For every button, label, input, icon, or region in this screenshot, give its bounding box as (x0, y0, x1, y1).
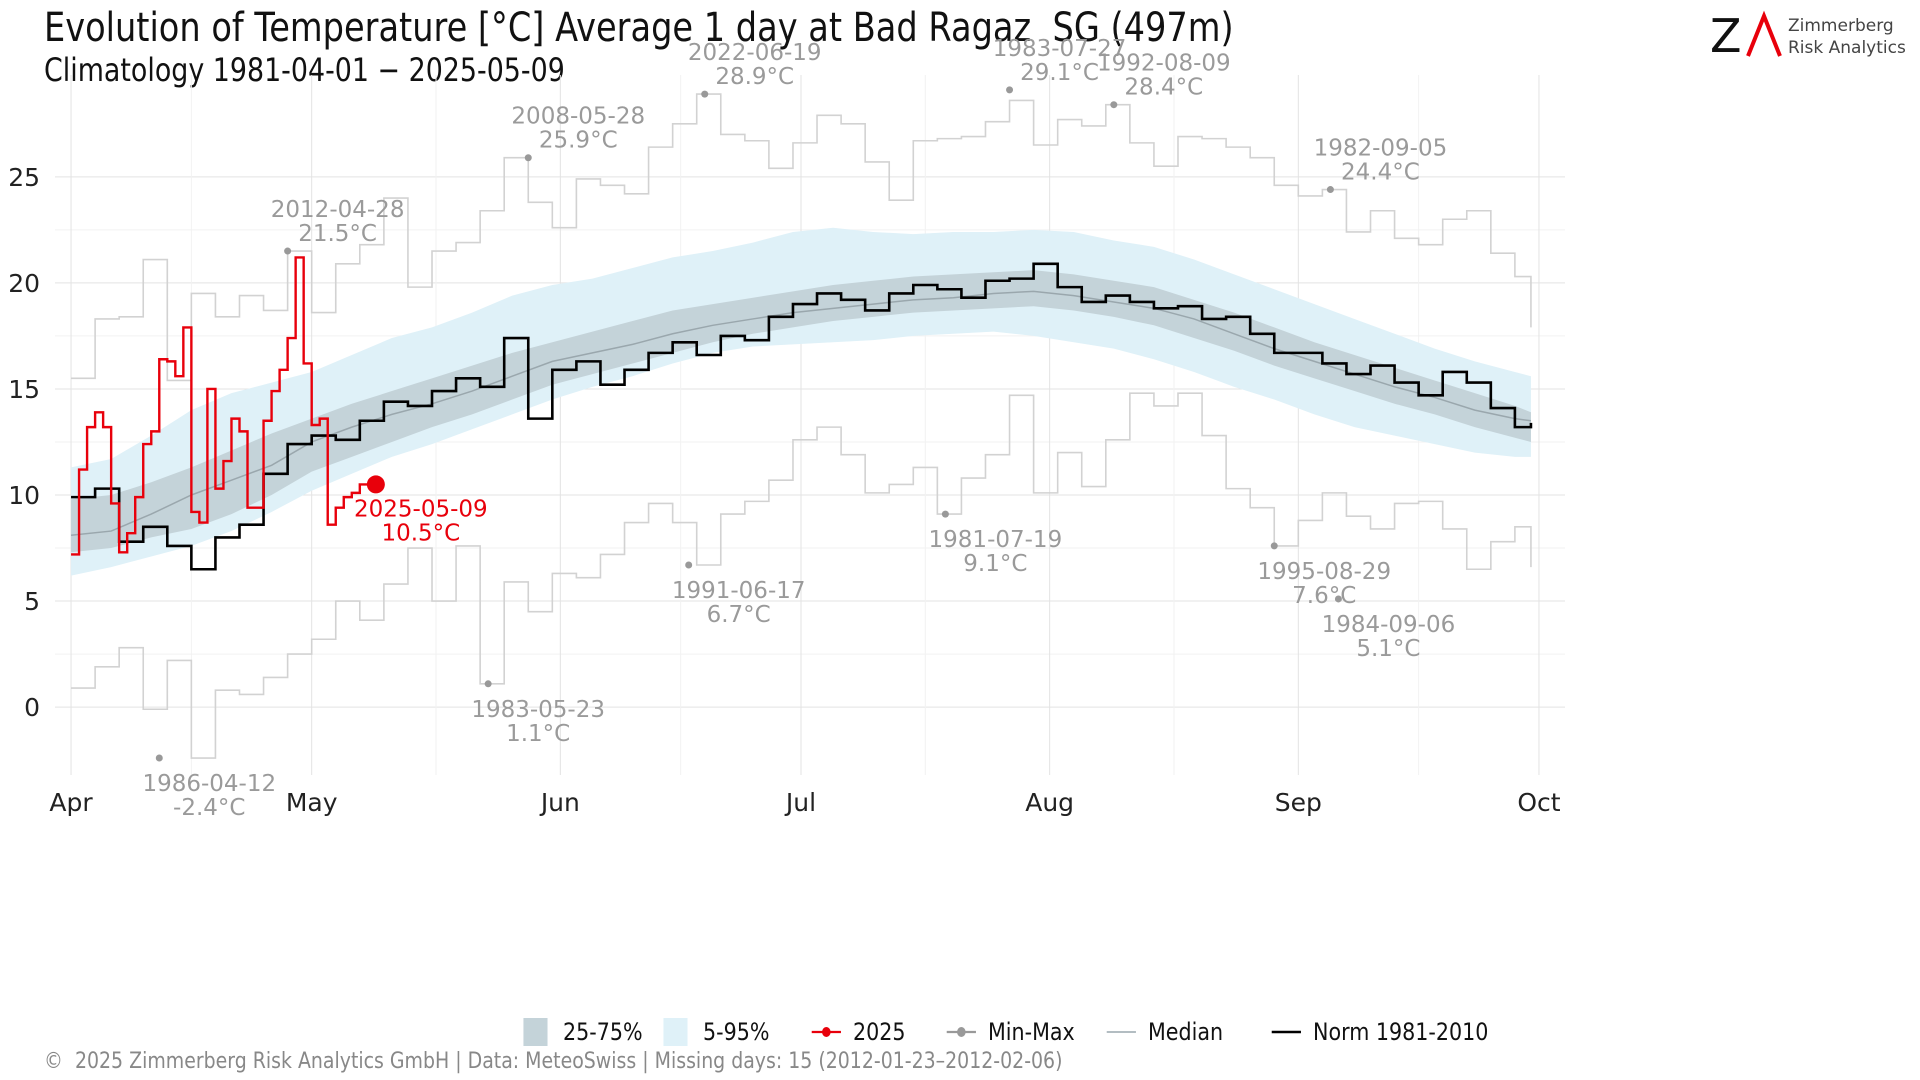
legend-label: 25-75% (563, 1018, 643, 1046)
y-tick-label: 0 (24, 693, 40, 722)
annotation-value: 9.1°C (963, 551, 1027, 577)
y-tick-label: 15 (8, 375, 40, 404)
annotation-value: 28.4°C (1124, 75, 1203, 101)
legend-label: 5-95% (703, 1018, 770, 1046)
annotation-date: 1991-06-17 (672, 578, 806, 604)
annotation-value: 10.5°C (381, 520, 460, 546)
legend-label: Min-Max (988, 1018, 1075, 1046)
legend-label: Median (1148, 1018, 1224, 1046)
series-max-line (71, 93, 1532, 382)
extreme-point (1110, 101, 1118, 109)
annotation-date: 1983-05-23 (471, 697, 605, 723)
x-tick-label: Apr (49, 788, 93, 817)
legend-swatch-fill (523, 1018, 548, 1046)
extreme-point (685, 561, 693, 569)
annotation-value: 28.9°C (715, 64, 794, 90)
annotation-date: 1995-08-29 (1257, 559, 1391, 585)
annotation-value: 6.7°C (707, 602, 771, 628)
legend-swatch-dot (957, 1027, 966, 1037)
logo-mark-icon: Z (1710, 9, 1782, 63)
annotation-date: 2012-04-28 (271, 197, 405, 223)
x-tick-label: Jul (784, 788, 816, 817)
annotation-date: 2022-06-19 (688, 40, 822, 66)
legend-item: Norm 1981-2010 (1270, 1010, 1488, 1054)
legend-swatch-icon (523, 1018, 548, 1046)
chart-subtitle: Climatology 1981-04-01 − 2025-05-09 (44, 51, 565, 89)
legend-swatch-icon (1271, 1030, 1301, 1034)
annotation-date: 1986-04-12 (142, 771, 276, 797)
annotation-date: 1992-08-09 (1097, 51, 1231, 77)
extreme-point (941, 510, 949, 518)
x-tick-label: Aug (1025, 788, 1074, 817)
y-tick-label: 25 (8, 163, 40, 192)
series-2025-line (71, 256, 376, 556)
series-min-line (71, 392, 1532, 759)
legend-item: 5-95% (660, 1010, 769, 1054)
legend-swatch-icon (946, 1027, 976, 1037)
extreme-point (484, 680, 492, 688)
annotation-value: 1.1°C (506, 721, 570, 747)
y-tick-label: 20 (8, 269, 40, 298)
axis-labels: 0 5 10 15 20 25 Apr May Jun Jul Aug Sep Oct (8, 163, 1561, 817)
legend-item: 2025 (810, 1010, 906, 1054)
percentile-bands (71, 227, 1531, 576)
legend-swatch-icon (1106, 1031, 1136, 1033)
annotation-date: 1983-07-27 (993, 36, 1127, 62)
x-tick-label: Sep (1275, 788, 1322, 817)
legend-item: Min-Max (945, 1010, 1075, 1054)
extreme-point (1334, 595, 1342, 603)
logo-line2: Risk Analytics (1788, 38, 1906, 58)
latest-2025-point (366, 475, 385, 494)
extreme-point (524, 154, 532, 162)
annotation-value: 29.1°C (1020, 60, 1099, 86)
band-25-75 (71, 270, 1531, 553)
logo-lambda-icon (1746, 10, 1782, 57)
chart-title: Evolution of Temperature [°C] Average 1 … (44, 5, 1234, 51)
extreme-point (1006, 86, 1014, 94)
x-tick-label: Oct (1517, 788, 1560, 817)
legend-swatch-icon (811, 1027, 841, 1037)
extreme-point (1270, 542, 1278, 550)
annotation-date: 2008-05-28 (511, 104, 645, 130)
logo-glyph-z: Z (1710, 9, 1742, 63)
extreme-point (284, 247, 292, 255)
legend-item: Median (1105, 1010, 1223, 1054)
annotation-value: 5.1°C (1356, 636, 1420, 662)
y-tick-label: 5 (24, 587, 40, 616)
brand-logo: Z Zimmerberg Risk Analytics (1708, 8, 1908, 68)
extreme-point (155, 754, 163, 762)
annotation-date: 1984-09-06 (1322, 612, 1456, 638)
legend-swatch-dot (822, 1027, 831, 1037)
legend-label: 2025 (853, 1018, 906, 1046)
annotation-value: 7.6°C (1292, 583, 1356, 609)
series-norm-line (71, 262, 1533, 571)
legend-label: Norm 1981-2010 (1313, 1018, 1489, 1046)
extreme-point (1326, 186, 1334, 194)
x-tick-label: Jun (539, 788, 580, 817)
extreme-point (701, 90, 709, 98)
annotation-value: 21.5°C (298, 221, 377, 247)
chart-legend: 25-75% 5-95% 2025 Min-Max Median Norm 1981-20… (0, 1010, 1920, 1054)
annotation-date: 1982-09-05 (1314, 136, 1448, 162)
annotation-value: 25.9°C (539, 128, 618, 154)
annotation-date: 2025-05-09 (354, 496, 488, 522)
annotation-value: -2.4°C (173, 795, 245, 821)
legend-swatch-icon (663, 1018, 688, 1046)
y-tick-label: 10 (8, 481, 40, 510)
series-median-line (70, 290, 1532, 537)
footer-credits: © 2025 Zimmerberg Risk Analytics GmbH | … (44, 1049, 1063, 1074)
logo-line1: Zimmerberg (1788, 16, 1894, 36)
annotation-date: 1981-07-19 (929, 527, 1063, 553)
min-max-envelope (71, 93, 1532, 759)
x-tick-label: May (286, 788, 338, 817)
legend-item: 25-75% (520, 1010, 643, 1054)
series-lines (70, 256, 1533, 571)
legend-swatch-fill (663, 1018, 688, 1046)
annotation-value: 24.4°C (1341, 160, 1420, 186)
